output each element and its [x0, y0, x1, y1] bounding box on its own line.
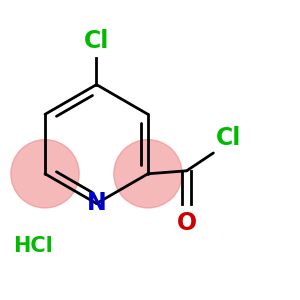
Text: Cl: Cl [216, 126, 242, 150]
Circle shape [114, 140, 182, 208]
Text: O: O [177, 211, 197, 235]
Text: N: N [87, 191, 106, 215]
Text: Cl: Cl [84, 29, 109, 53]
Circle shape [11, 140, 79, 208]
Text: HCl: HCl [13, 236, 53, 256]
